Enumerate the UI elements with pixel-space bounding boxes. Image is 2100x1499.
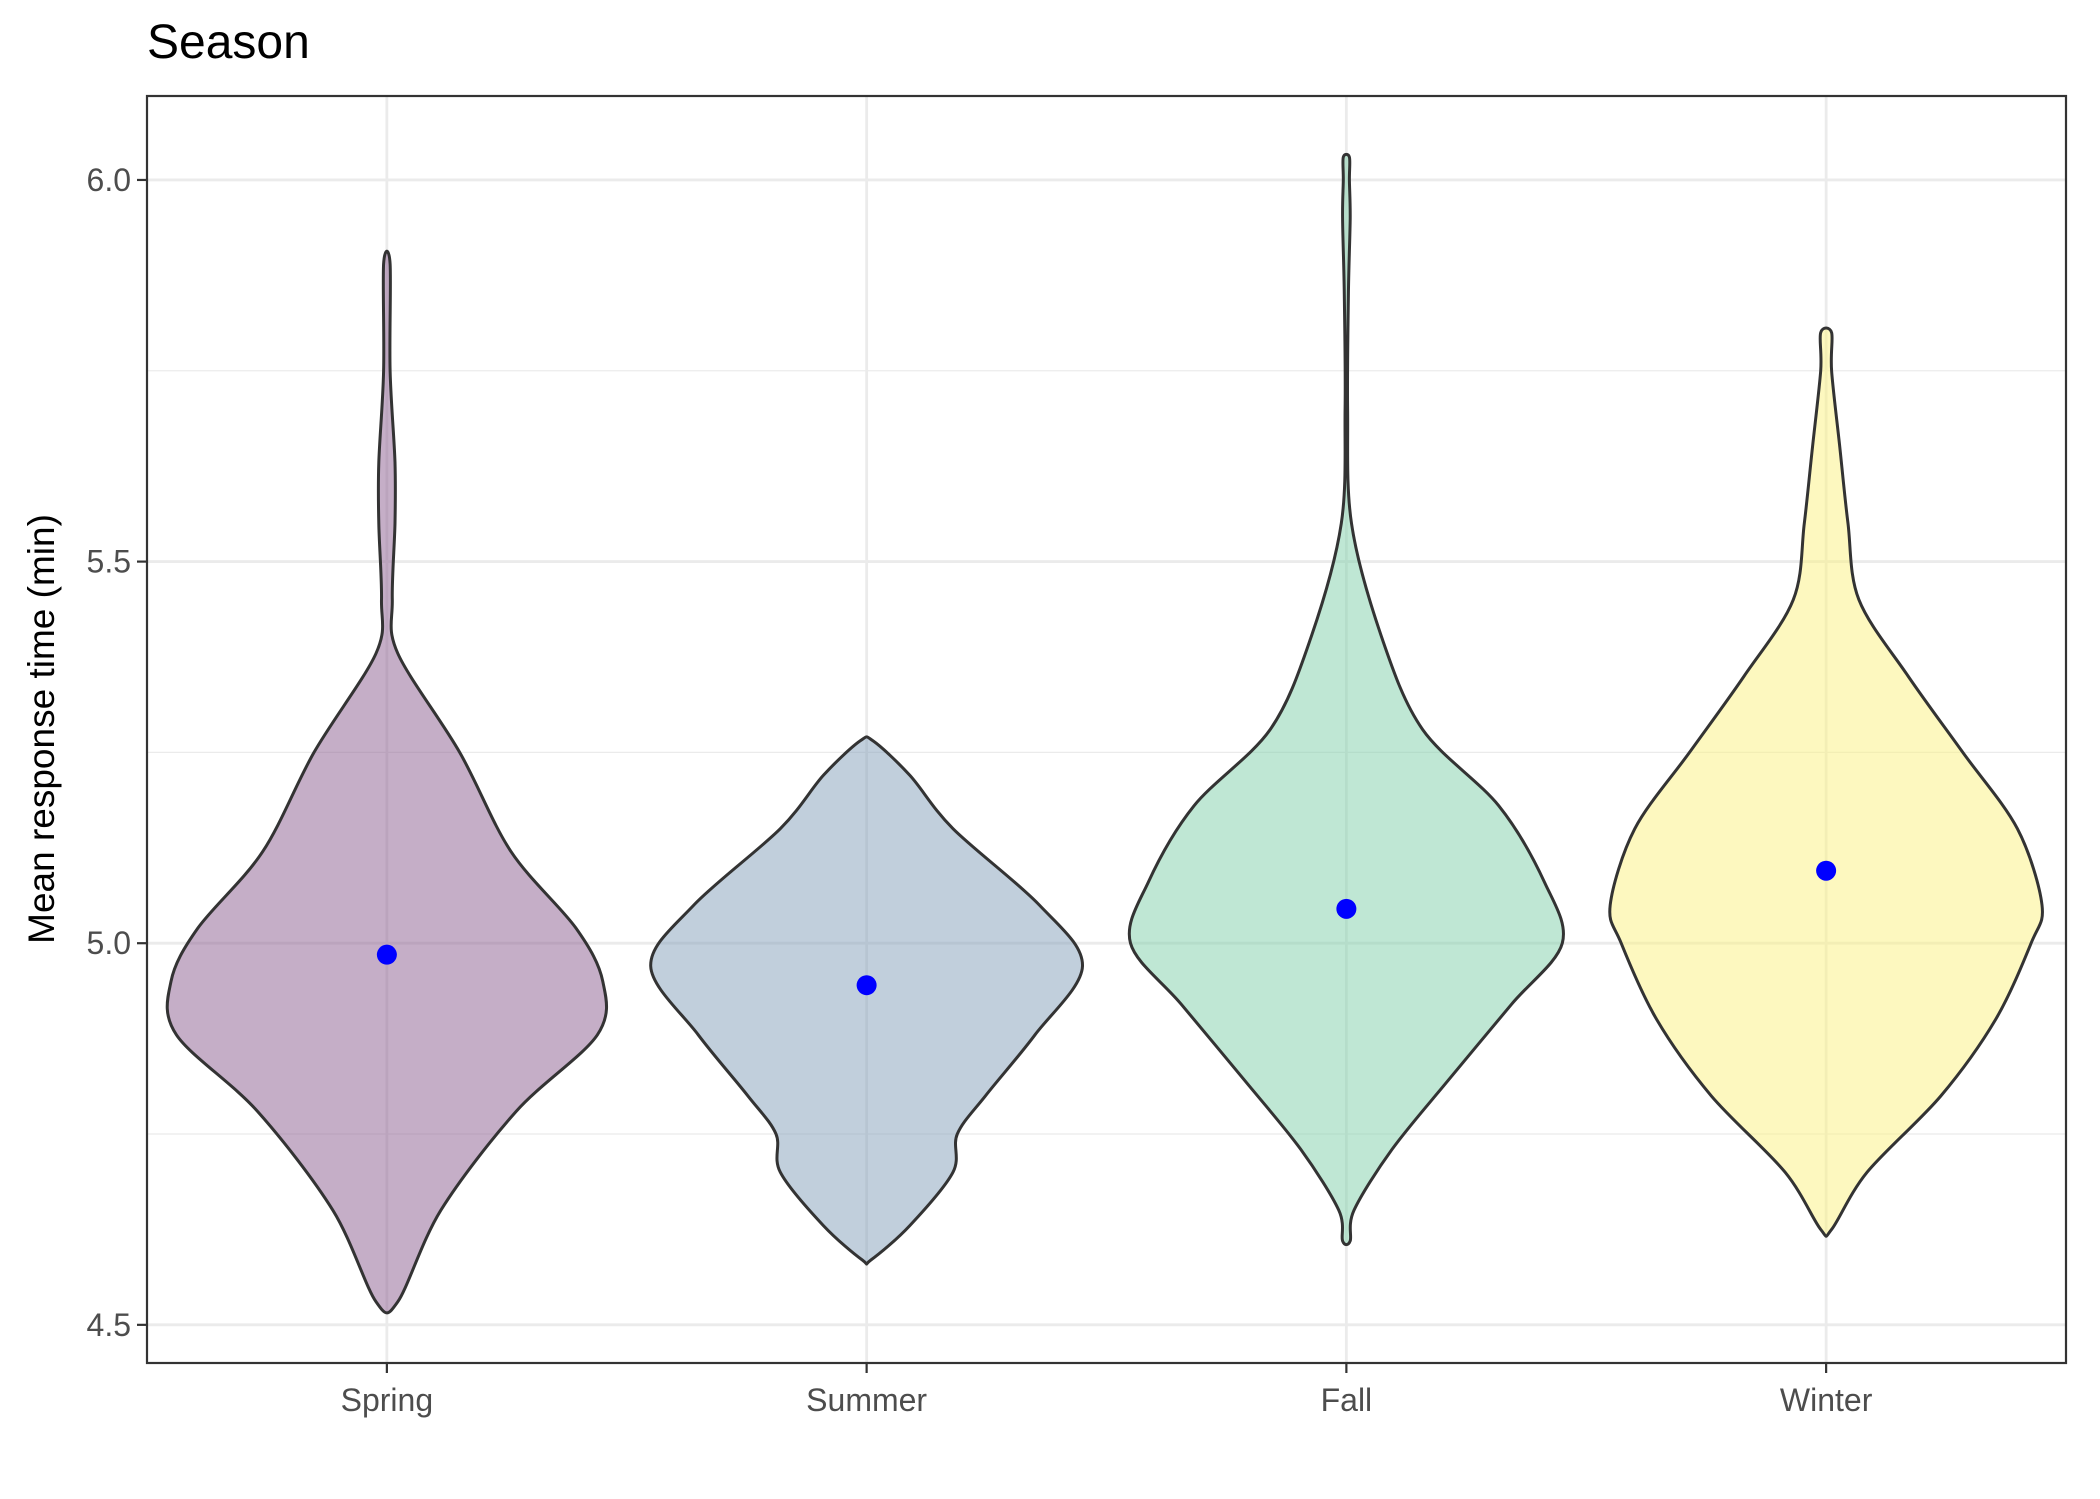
y-tick-label: 6.0	[87, 162, 131, 198]
y-axis-ticks: 4.5 5.0 5.5 6.0	[87, 162, 147, 1343]
y-tick-label: 5.0	[87, 925, 131, 961]
violins	[165, 152, 2044, 1315]
y-tick-label: 4.5	[87, 1307, 131, 1343]
mean-point-summer	[856, 975, 877, 996]
violin-summer	[649, 735, 1085, 1266]
mean-point-fall	[1336, 898, 1357, 919]
violin-fall	[1127, 152, 1565, 1247]
x-tick-label: Fall	[1321, 1382, 1373, 1418]
mean-point-winter	[1816, 860, 1837, 881]
violin-spring	[165, 249, 609, 1315]
x-tick-label: Spring	[341, 1382, 434, 1418]
mean-points	[376, 860, 1837, 996]
mean-point-spring	[376, 944, 397, 965]
y-axis-label: Mean response time (min)	[21, 514, 62, 944]
violin-winter	[1608, 326, 2044, 1238]
plot-border	[145, 94, 2068, 1365]
y-tick-label: 5.5	[87, 544, 131, 580]
x-tick-label: Summer	[806, 1382, 927, 1418]
chart-title: Season	[147, 16, 310, 69]
x-axis-ticks: Spring Summer Fall Winter	[341, 1363, 1873, 1418]
x-tick-label: Winter	[1780, 1382, 1873, 1418]
